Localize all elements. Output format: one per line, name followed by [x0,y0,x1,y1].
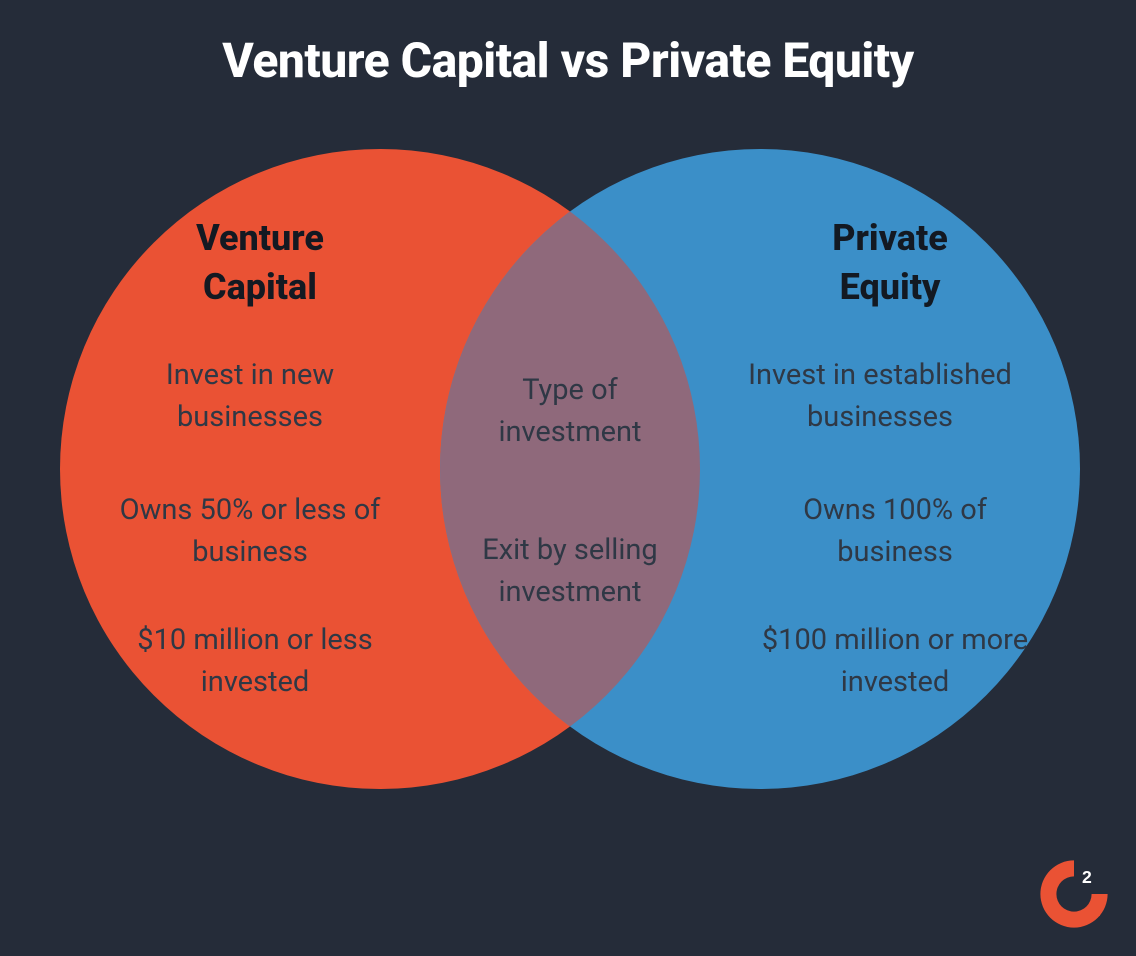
venn-right-label: Private Equity [790,214,990,311]
svg-text:2: 2 [1082,867,1092,887]
pe-item-2: Owns 100% of business [770,489,1020,573]
venn-left-label: Venture Capital [160,214,360,311]
page-title: Venture Capital vs Private Equity [0,0,1136,89]
vc-item-1: Invest in new businesses [115,354,385,438]
venn-diagram: Venture Capital Private Equity Invest in… [0,119,1136,919]
intersection-item-2: Exit by selling investment [455,529,685,613]
vc-item-2: Owns 50% or less of business [110,489,390,573]
pe-item-3: $100 million or more invested [760,619,1030,703]
vc-item-3: $10 million or less invested [130,619,380,703]
intersection-item-1: Type of investment [455,369,685,453]
g2-logo-icon: 2 [1034,854,1114,934]
pe-item-1: Invest in established businesses [725,354,1035,438]
